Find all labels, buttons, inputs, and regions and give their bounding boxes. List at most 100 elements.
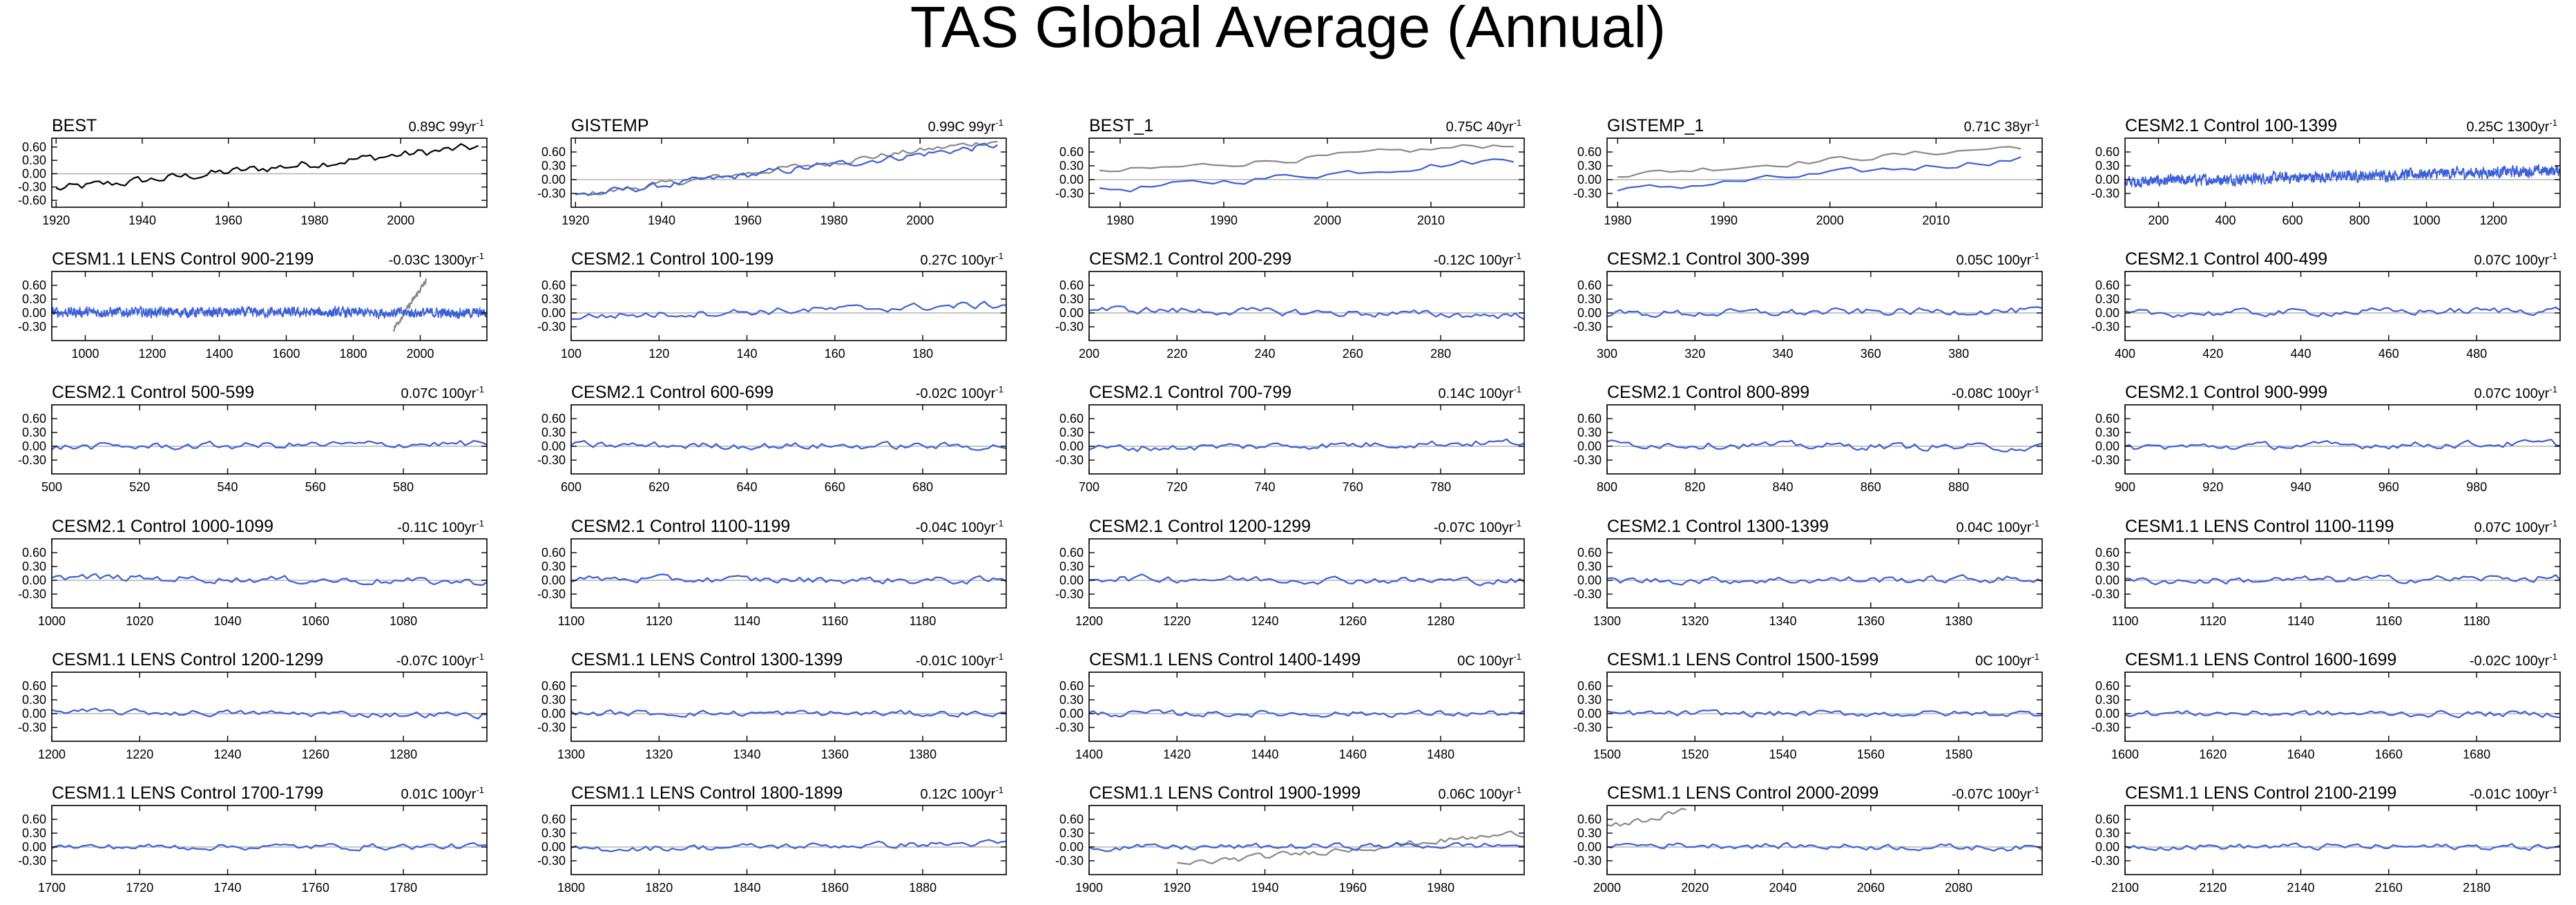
- panel-title: CESM2.1 Control 1300-1399: [1607, 517, 1829, 536]
- panel-trend-stat: -0.02C 100yr-1: [2470, 651, 2557, 669]
- plot-frame: [570, 137, 1007, 208]
- panel-trend-stat: 0C 100yr-1: [1457, 651, 1521, 669]
- x-tick-label: 540: [218, 480, 238, 494]
- chart-panel: BEST 0.89C 99yr-1 0.600.300.00-0.30-0.60 19…: [18, 116, 488, 227]
- chart-panel: CESM1.1 LENS Control 1600-1699 -0.02C 100…: [2091, 650, 2561, 761]
- y-tick-label: 0.00: [1059, 573, 1084, 587]
- y-tick-label: 0.00: [541, 573, 566, 587]
- chart-panel: CESM2.1 Control 600-699 -0.02C 100yr-1 0.6…: [537, 383, 1007, 494]
- panel-title: CESM2.1 Control 900-999: [2125, 383, 2327, 402]
- x-tick-label: 1340: [733, 747, 761, 761]
- chart-panel: CESM2.1 Control 200-299 -0.12C 100yr-1 0.6…: [1055, 249, 1525, 361]
- y-tick-label: 0.30: [2095, 159, 2120, 173]
- y-tick-label: 0.60: [1577, 145, 1602, 159]
- series-line: [570, 573, 1007, 585]
- x-tick-label: 200: [1079, 347, 1099, 361]
- panel-trend-stat: 0.01C 100yr-1: [401, 785, 484, 802]
- panel-title: CESM2.1 Control 500-599: [52, 383, 254, 402]
- panel-trend-stat: -0.07C 100yr-1: [1434, 518, 1521, 535]
- x-tick-label: 1240: [214, 747, 242, 761]
- y-tick-label: 0.60: [1577, 546, 1602, 560]
- plot-frame: [1088, 137, 1525, 208]
- y-tick-label: 0.00: [541, 840, 566, 854]
- x-tick-label: 1260: [1339, 614, 1367, 628]
- panel-title: CESM2.1 Control 200-299: [1089, 249, 1291, 269]
- chart-panel: GISTEMP 0.99C 99yr-1 0.600.300.00-0.30 1920…: [537, 116, 1007, 227]
- x-tick-label: 1960: [215, 213, 242, 227]
- x-tick-label: 1560: [1857, 747, 1885, 761]
- y-tick-label: -0.30: [537, 187, 566, 200]
- y-tick-label: -0.30: [1055, 587, 1084, 601]
- y-tick-label: 0.60: [1059, 546, 1084, 560]
- y-tick-label: -0.30: [18, 320, 46, 334]
- chart-panel: CESM2.1 Control 900-999 0.07C 100yr-1 0.60…: [2091, 383, 2561, 494]
- y-tick-label: -0.30: [18, 587, 46, 601]
- y-tick-label: 0.00: [1577, 840, 1602, 854]
- x-tick-label: 420: [2202, 347, 2223, 361]
- panel-trend-stat: 0.07C 100yr-1: [2474, 518, 2557, 535]
- y-tick-label: 0.60: [541, 546, 566, 560]
- x-tick-label: 1600: [272, 347, 300, 361]
- x-tick-label: 400: [2215, 213, 2236, 227]
- y-tick-label: 0.30: [541, 693, 566, 707]
- panel-trend-stat: 0C 100yr-1: [1975, 651, 2039, 669]
- y-tick-label: -0.30: [2091, 320, 2120, 334]
- plot-frame: [2124, 271, 2561, 341]
- panel-title: BEST: [52, 116, 97, 135]
- y-tick-label: 0.30: [541, 826, 566, 840]
- x-tick-label: 800: [2349, 213, 2370, 227]
- y-tick-label: 0.00: [1059, 840, 1084, 854]
- x-tick-label: 1140: [2287, 614, 2314, 628]
- series-line: [51, 841, 488, 852]
- y-tick-label: -0.60: [18, 193, 46, 207]
- y-tick-label: 0.00: [541, 707, 566, 721]
- y-tick-label: 0.60: [1059, 812, 1084, 826]
- x-tick-label: 1840: [733, 881, 761, 895]
- x-tick-label: 140: [737, 347, 758, 361]
- y-tick-label: 0.30: [2095, 826, 2120, 840]
- x-tick-label: 1300: [1593, 614, 1621, 628]
- chart-panel: CESM1.1 LENS Control 1800-1899 0.12C 100y…: [537, 783, 1007, 895]
- y-tick-label: -0.30: [537, 453, 566, 467]
- x-tick-label: 2020: [1681, 881, 1709, 895]
- panel-title: CESM2.1 Control 800-899: [1607, 383, 1809, 402]
- x-tick-label: 2000: [906, 213, 934, 227]
- x-tick-label: 760: [1343, 480, 1363, 494]
- panel-trend-stat: -0.04C 100yr-1: [916, 518, 1003, 535]
- y-tick-label: 0.00: [1577, 173, 1602, 187]
- chart-panel: CESM2.1 Control 1200-1299 -0.07C 100yr-1 0…: [1055, 517, 1525, 628]
- panel-trend-stat: -0.07C 100yr-1: [396, 651, 484, 669]
- x-tick-label: 580: [393, 480, 414, 494]
- x-tick-label: 1100: [2112, 614, 2139, 628]
- panel-title: CESM1.1 LENS Control 1600-1699: [2125, 650, 2396, 669]
- plot-frame: [51, 137, 488, 208]
- panel-title: CESM1.1 LENS Control 2000-2099: [1607, 783, 1878, 803]
- series-line: [2124, 439, 2561, 450]
- x-tick-label: 1920: [1163, 881, 1191, 895]
- x-tick-label: 180: [912, 347, 933, 361]
- series-line: [1088, 841, 1525, 852]
- plot-frame: [51, 271, 488, 341]
- x-tick-label: 1220: [126, 747, 153, 761]
- x-tick-label: 400: [2115, 347, 2135, 361]
- series-line: [1099, 144, 1515, 173]
- x-tick-label: 2120: [2199, 881, 2227, 895]
- chart-panel: CESM1.1 LENS Control 1100-1199 0.07C 100y…: [2091, 517, 2561, 628]
- x-tick-label: 1920: [42, 213, 70, 227]
- x-tick-label: 1080: [390, 614, 417, 628]
- x-tick-label: 1420: [1163, 747, 1191, 761]
- x-tick-label: 300: [1597, 347, 1617, 361]
- y-tick-label: 0.30: [22, 426, 46, 439]
- chart-panel: CESM2.1 Control 800-899 -0.08C 100yr-1 0.6…: [1573, 383, 2043, 494]
- panel-title: CESM2.1 Control 400-499: [2125, 249, 2327, 269]
- y-tick-label: 0.30: [541, 560, 566, 573]
- x-tick-label: 1960: [1339, 881, 1367, 895]
- plot-frame: [1606, 137, 2043, 208]
- series-line: [1088, 305, 1525, 321]
- series-line: [570, 839, 1007, 852]
- x-tick-label: 1200: [138, 347, 166, 361]
- series-line: [2124, 164, 2561, 188]
- panel-trend-stat: 0.05C 100yr-1: [1956, 251, 2039, 268]
- panel-trend-stat: 0.07C 100yr-1: [2474, 251, 2557, 268]
